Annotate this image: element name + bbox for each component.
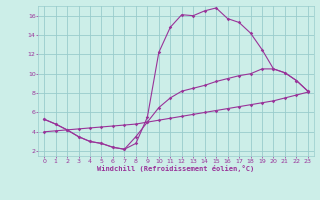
X-axis label: Windchill (Refroidissement éolien,°C): Windchill (Refroidissement éolien,°C) [97,165,255,172]
